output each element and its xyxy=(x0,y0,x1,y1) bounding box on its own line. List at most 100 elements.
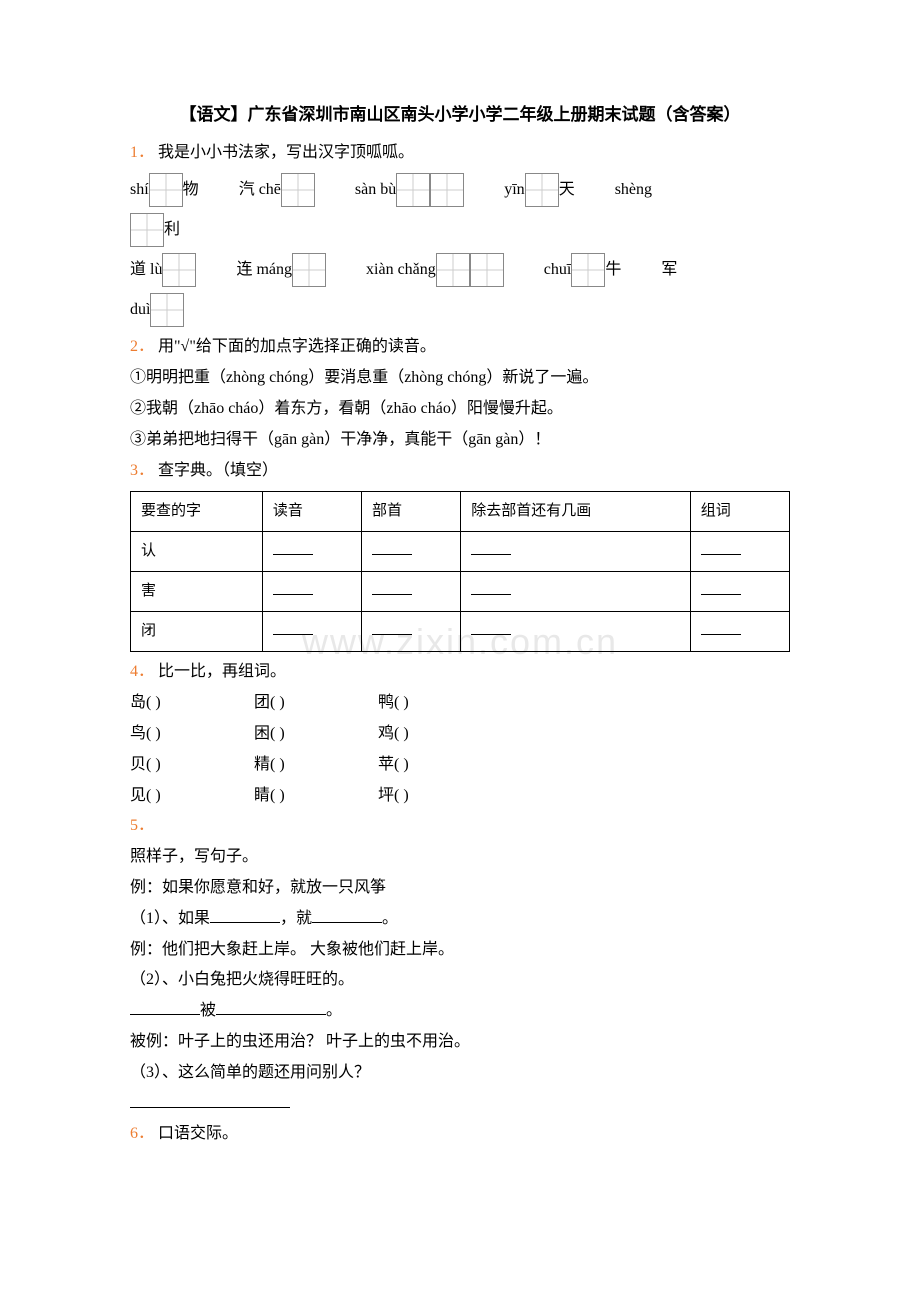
paren-item: 鸭( ) xyxy=(378,689,498,718)
td-blank xyxy=(362,572,461,612)
q3-line: 3．查字典。（填空） xyxy=(130,457,790,486)
char: 军 xyxy=(661,256,677,285)
table-row: 害 xyxy=(131,572,790,612)
q2-l1: ①明明把重（zhòng chóng）要消息重（zhòng chóng）新说了一遍… xyxy=(130,364,790,393)
text: 被 xyxy=(200,1002,216,1019)
table-row: 闭 xyxy=(131,612,790,652)
q1-text: 我是小小书法家，写出汉字顶呱呱。 xyxy=(158,144,414,161)
pinyin: sàn bù xyxy=(355,176,396,205)
write-box xyxy=(162,253,196,287)
q5-l2: 例：如果你愿意和好，就放一只风筝 xyxy=(130,874,790,903)
text: ，就 xyxy=(280,910,312,927)
th: 除去部首还有几画 xyxy=(461,492,690,532)
th: 组词 xyxy=(690,492,789,532)
td-blank xyxy=(690,572,789,612)
blank xyxy=(210,907,280,923)
write-box xyxy=(525,173,559,207)
td-char: 害 xyxy=(131,572,263,612)
paren-item: 团( ) xyxy=(254,689,374,718)
char: 天 xyxy=(559,176,575,205)
q4-line: 4．比一比，再组词。 xyxy=(130,658,790,687)
q5-l6: 被。 xyxy=(130,997,790,1026)
th: 部首 xyxy=(362,492,461,532)
q2-num: 2． xyxy=(130,338,154,355)
paren-item: 精( ) xyxy=(254,751,374,780)
char: 牛 xyxy=(605,256,621,285)
th: 读音 xyxy=(262,492,361,532)
table-header-row: 要查的字 读音 部首 除去部首还有几画 组词 xyxy=(131,492,790,532)
char: 物 xyxy=(183,176,199,205)
td-blank xyxy=(461,572,690,612)
pinyin: yīn xyxy=(504,176,524,205)
paren-item: 见( ) xyxy=(130,782,250,811)
paren-item: 鸡( ) xyxy=(378,720,498,749)
paren-item: 苹( ) xyxy=(378,751,498,780)
blank xyxy=(130,1092,290,1108)
pinyin: xiàn chǎng xyxy=(366,256,436,285)
q5-l8: （3）、这么简单的题还用问别人？ xyxy=(130,1059,790,1088)
write-box xyxy=(430,173,464,207)
write-box xyxy=(571,253,605,287)
pinyin: duì xyxy=(130,296,150,325)
q1-num: 1． xyxy=(130,144,154,161)
td-blank xyxy=(690,532,789,572)
q6-text: 口语交际。 xyxy=(158,1125,238,1142)
write-box xyxy=(130,213,164,247)
td-char: 闭 xyxy=(131,612,263,652)
write-box xyxy=(281,173,315,207)
q5-ans-blank xyxy=(130,1090,790,1119)
paren-item: 贝( ) xyxy=(130,751,250,780)
text: 。 xyxy=(382,910,398,927)
q4-r4: 见( ) 睛( ) 坪( ) xyxy=(130,782,790,811)
blank xyxy=(216,999,326,1015)
page-title: 【语文】广东省深圳市南山区南头小学小学二年级上册期末试题（含答案） xyxy=(130,100,790,131)
q2-line: 2．用"√"给下面的加点字选择正确的读音。 xyxy=(130,333,790,362)
td-blank xyxy=(262,572,361,612)
write-box xyxy=(436,253,470,287)
paren-item: 困( ) xyxy=(254,720,374,749)
q2-text: 用"√"给下面的加点字选择正确的读音。 xyxy=(158,338,436,355)
paren-item: 睛( ) xyxy=(254,782,374,811)
pinyin: shèng xyxy=(615,176,652,205)
q5-l7: 被例：叶子上的虫还用治？ 叶子上的虫不用治。 xyxy=(130,1028,790,1057)
pinyin: chuī xyxy=(544,256,572,285)
q2-l3: ③弟弟把地扫得干（gān gàn）干净净，真能干（gān gàn）！ xyxy=(130,426,790,455)
paren-item: 岛( ) xyxy=(130,689,250,718)
text: 。 xyxy=(326,1002,342,1019)
blank xyxy=(130,999,200,1015)
write-box xyxy=(470,253,504,287)
q4-text: 比一比，再组词。 xyxy=(158,663,286,680)
q5-l3: （1）、如果 ，就 。 xyxy=(130,905,790,934)
q3-num: 3． xyxy=(130,462,154,479)
q6-num: 6． xyxy=(130,1125,154,1142)
q1-row1: shí 物 汽 chē sàn bù yīn 天 shèng xyxy=(130,173,790,207)
write-box xyxy=(396,173,430,207)
q1-line: 1．我是小小书法家，写出汉字顶呱呱。 xyxy=(130,139,790,168)
write-box xyxy=(149,173,183,207)
q6-line: 6．口语交际。 xyxy=(130,1120,790,1149)
q3-text: 查字典。（填空） xyxy=(158,462,278,479)
q1-row1b: 利 xyxy=(130,213,790,247)
td-blank xyxy=(362,532,461,572)
pinyin: 汽 chē xyxy=(239,176,281,205)
write-box xyxy=(150,293,184,327)
q4-r1: 岛( ) 团( ) 鸭( ) xyxy=(130,689,790,718)
pinyin: 连 máng xyxy=(236,256,292,285)
table-row: 认 xyxy=(131,532,790,572)
td-blank xyxy=(690,612,789,652)
text: （1）、如果 xyxy=(130,910,210,927)
dict-table: 要查的字 读音 部首 除去部首还有几画 组词 认 害 闭 xyxy=(130,491,790,652)
q1-row2b: duì xyxy=(130,293,790,327)
td-blank xyxy=(262,612,361,652)
q5-l4: 例：他们把大象赶上岸。 大象被他们赶上岸。 xyxy=(130,936,790,965)
td-blank xyxy=(362,612,461,652)
td-blank xyxy=(262,532,361,572)
blank xyxy=(312,907,382,923)
q2-l2: ②我朝（zhāo cháo）着东方，看朝（zhāo cháo）阳慢慢升起。 xyxy=(130,395,790,424)
paren-item: 鸟( ) xyxy=(130,720,250,749)
q5-l5: （2）、小白兔把火烧得旺旺的。 xyxy=(130,966,790,995)
q5-line: 5． xyxy=(130,812,790,841)
q1-row2: 道 lù 连 máng xiàn chǎng chuī牛 军 xyxy=(130,253,790,287)
q5-num: 5． xyxy=(130,817,154,834)
pinyin: shí xyxy=(130,176,149,205)
